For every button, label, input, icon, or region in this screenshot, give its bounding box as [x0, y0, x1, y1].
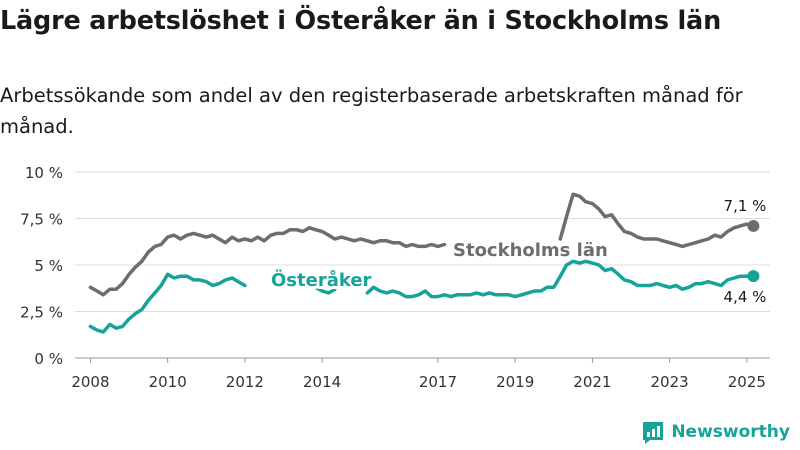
- series-end-label-1: 4,4 %: [724, 288, 767, 306]
- series-line-1: [88, 272, 247, 334]
- y-tick-label: 0 %: [34, 350, 63, 368]
- x-tick-label: 2014: [303, 373, 341, 391]
- x-tick-label: 2017: [419, 373, 457, 391]
- x-tick-label: 2025: [728, 373, 766, 391]
- y-tick-label: 2,5 %: [20, 304, 63, 322]
- brand-name: Newsworthy: [671, 422, 790, 442]
- x-tick-label: 2008: [71, 373, 109, 391]
- y-tick-label: 7,5 %: [20, 211, 63, 229]
- x-tick-label: 2012: [226, 373, 264, 391]
- bar-chart-logo-icon: [643, 422, 664, 444]
- series-line-1: [365, 259, 756, 299]
- x-tick-label: 2010: [149, 373, 187, 391]
- series-line-0: [558, 192, 756, 249]
- series-line-0: [88, 226, 447, 297]
- series-label-0: Stockholms län: [453, 240, 608, 261]
- brand: Newsworthy: [641, 420, 790, 444]
- series-end-point-0: [747, 219, 760, 232]
- chart-title: Lägre arbetslöshet i Österåker än i Stoc…: [0, 6, 722, 36]
- x-tick-label: 2021: [573, 373, 611, 391]
- series-label-1: Österåker: [271, 269, 372, 291]
- chart-subtitle: Arbetssökande som andel av den registerb…: [0, 84, 743, 138]
- y-tick-label: 5 %: [34, 257, 63, 275]
- series-line-1: [313, 285, 337, 295]
- y-tick-label: 10 %: [25, 164, 63, 182]
- x-tick-label: 2023: [651, 373, 689, 391]
- x-tick-label: 2019: [496, 373, 534, 391]
- series-end-point-1: [747, 270, 760, 283]
- series-end-label-0: 7,1 %: [724, 197, 767, 215]
